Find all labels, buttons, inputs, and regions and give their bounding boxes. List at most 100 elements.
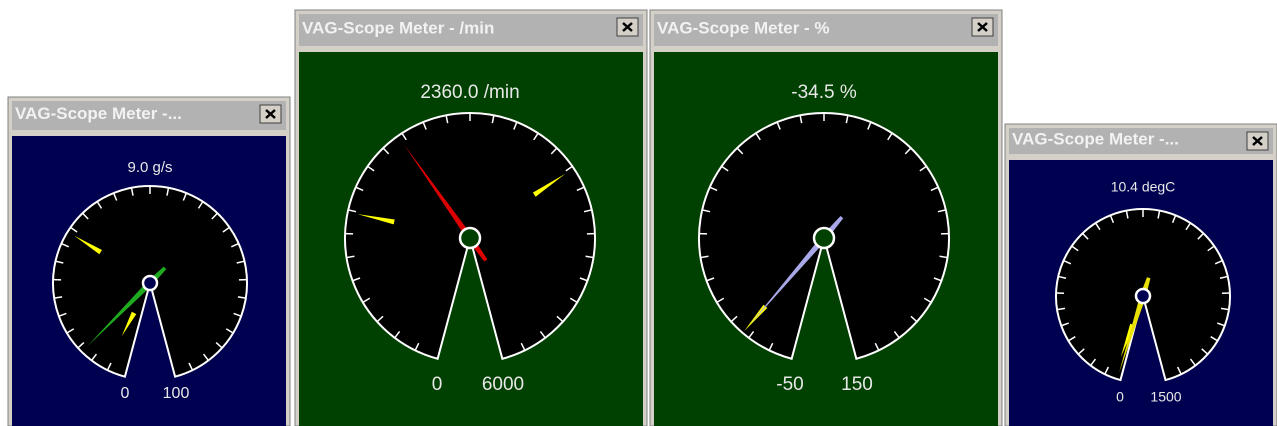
dial-tick (436, 350, 441, 359)
peak-marker (74, 235, 102, 255)
dial-tick (730, 315, 738, 323)
dial-tick (539, 330, 546, 339)
dial-tick (556, 315, 564, 323)
dial-tick (70, 226, 78, 233)
dial-tick (362, 297, 371, 304)
max-label: 1500 (1150, 389, 1181, 405)
reading: 10.4 degC (1111, 179, 1176, 195)
dial-tick (1210, 336, 1218, 342)
dial-tick (716, 297, 725, 304)
dial-tick (172, 368, 176, 377)
dial-tick (124, 368, 128, 377)
dial-tick (702, 209, 711, 213)
dial-tick (579, 277, 588, 282)
dial-tick (401, 132, 407, 141)
title-bar (654, 14, 998, 46)
dial-tick (1056, 307, 1066, 311)
dial-tick (91, 353, 98, 361)
dial-tick (231, 242, 239, 248)
max-label: 100 (163, 385, 190, 402)
dial-tick (237, 296, 246, 299)
dial-tick (1157, 210, 1161, 219)
dial-tick (569, 297, 578, 304)
dial-tick (215, 341, 223, 349)
dial-tick (1090, 358, 1097, 366)
dial-tick (112, 192, 118, 201)
dial-tick (1171, 215, 1177, 224)
dial-tick (790, 350, 795, 359)
close-icon (977, 22, 988, 32)
dial-tick (1189, 358, 1196, 366)
dial-tick (355, 186, 364, 192)
dial-tick (923, 297, 932, 304)
dial-tick (1220, 307, 1230, 311)
dial-tick (768, 342, 774, 351)
dial-tick (893, 330, 900, 339)
dial-tick (1058, 275, 1067, 279)
dial-tick (106, 362, 112, 371)
min-label: -50 (776, 374, 803, 395)
close-icon (1252, 136, 1263, 146)
dial-tick (520, 342, 526, 351)
dial-tick (1060, 322, 1070, 327)
dial-tick (533, 132, 539, 141)
dial-tick (66, 328, 75, 334)
dial-tick (700, 255, 709, 259)
dial-tick (182, 192, 188, 201)
max-label: 6000 (482, 374, 524, 395)
dial-tick (211, 212, 218, 220)
peak-marker (532, 173, 566, 197)
dial-tick (1094, 222, 1101, 231)
dial-tick (382, 147, 390, 155)
peak-marker (357, 214, 395, 225)
dial-tick (394, 330, 401, 339)
needle-hub (1134, 287, 1152, 305)
dial-tick (706, 277, 715, 282)
dial-tick (54, 296, 63, 299)
dial-tick (583, 209, 592, 213)
dial-tick (736, 147, 744, 155)
dial-tick (1109, 215, 1115, 224)
dial-tick (867, 121, 872, 130)
dial-tick (1197, 232, 1204, 240)
dial-tick (1082, 232, 1089, 240)
dial-tick (348, 209, 357, 213)
dial-tick (367, 165, 375, 172)
meter-window: VAG-Scope Meter -... 9.0 g/s 0 100 (7, 96, 291, 426)
dial-tick (565, 165, 573, 172)
peak-marker (121, 311, 137, 337)
needle-hub (458, 226, 482, 250)
close-icon (622, 22, 633, 32)
dial-tick (776, 121, 781, 130)
dial-tick (513, 121, 518, 130)
dial-tick (721, 165, 729, 172)
dial-tick (1104, 366, 1110, 375)
window-title: VAG-Scope Meter -... (1012, 129, 1179, 148)
dial-tick (58, 312, 67, 317)
dial-tick (1077, 348, 1085, 355)
title-bar (1009, 128, 1273, 154)
dial-tick (1063, 259, 1072, 265)
meter-window: VAG-Scope Meter - % -34.5 % -50 150 (649, 9, 1003, 426)
window-title: VAG-Scope Meter -... (15, 104, 182, 123)
dial-tick (1068, 336, 1076, 342)
dial-tick (1185, 222, 1192, 231)
reading: 2360.0 /min (420, 82, 519, 103)
dial-tick (576, 186, 585, 192)
dial-tick (755, 132, 761, 141)
meter-window: VAG-Scope Meter - /min 2360.0 /min 0 6000 (294, 9, 648, 426)
dial-tick (491, 115, 495, 124)
window-title: VAG-Scope Meter - /min (302, 18, 494, 37)
dial-tick (550, 147, 558, 155)
dial-tick (202, 353, 209, 361)
max-label: 150 (841, 374, 873, 395)
dial-tick (1214, 259, 1223, 265)
dial-tick (1207, 245, 1215, 252)
dial-tick (225, 328, 234, 334)
reading: -34.5 % (791, 82, 857, 103)
dial-tick (1216, 322, 1226, 327)
dial-tick (799, 115, 803, 124)
dial-tick (55, 260, 64, 264)
dial-tick (77, 341, 85, 349)
